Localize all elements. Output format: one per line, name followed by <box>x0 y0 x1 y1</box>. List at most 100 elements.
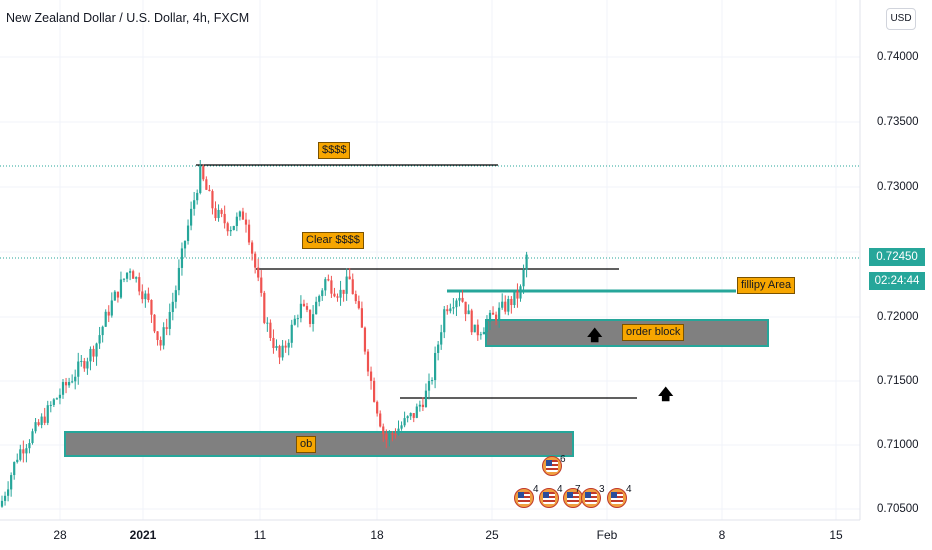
candle-up <box>275 346 278 348</box>
candle-down <box>278 346 281 358</box>
y-tick: 0.73000 <box>877 181 919 193</box>
candle-down <box>516 291 519 299</box>
candle-down <box>305 306 309 310</box>
candle-down <box>153 314 156 332</box>
candle-down <box>43 416 46 423</box>
candle-up <box>388 433 391 440</box>
candle-down <box>363 327 367 352</box>
event-count: 4 <box>626 484 632 495</box>
candle-up <box>110 300 113 316</box>
candle-up <box>467 310 470 315</box>
arrow-up-icon[interactable]: 🡅 <box>587 327 603 344</box>
candle-up <box>10 475 13 490</box>
candle-down <box>394 433 397 435</box>
candle-up <box>135 277 138 279</box>
candle-down <box>342 289 345 294</box>
candle-up <box>488 312 492 322</box>
candle-down <box>391 433 394 435</box>
us-flag-event-icon[interactable] <box>581 488 601 508</box>
candle-up <box>98 335 101 344</box>
candle-down <box>37 422 40 425</box>
candle-down <box>251 242 254 254</box>
candle-down <box>165 327 168 329</box>
candle-down <box>260 277 263 293</box>
candle-down <box>150 299 153 315</box>
candle-up <box>501 301 504 308</box>
ob-zone[interactable] <box>64 431 574 457</box>
candle-down <box>272 337 275 348</box>
dollars-note[interactable]: $$$$ <box>318 142 351 159</box>
candle-up <box>312 314 315 324</box>
candle-up <box>525 254 528 270</box>
candle-up <box>28 443 31 449</box>
candle-up <box>80 360 83 362</box>
candle-down <box>348 276 351 280</box>
candle-up <box>104 311 107 327</box>
candle-down <box>495 314 498 321</box>
candle-down <box>116 291 119 298</box>
currency-button[interactable]: USD <box>886 8 916 30</box>
candle-down <box>254 253 257 268</box>
candle-down <box>308 309 312 324</box>
candle-up <box>498 307 501 321</box>
candle-up <box>40 416 43 425</box>
candle-down <box>223 213 226 224</box>
candle-up <box>473 324 476 333</box>
candle-up <box>427 380 431 391</box>
us-flag-event-icon[interactable] <box>514 488 534 508</box>
x-tick: 28 <box>53 528 67 542</box>
candle-up <box>409 413 412 417</box>
candle-down <box>302 303 306 307</box>
candle-up <box>397 428 400 435</box>
candle-down <box>147 293 150 300</box>
x-tick: 25 <box>485 528 499 542</box>
candle-down <box>357 301 360 309</box>
candle-up <box>293 318 296 325</box>
x-tick: 2021 <box>129 528 157 542</box>
candle-down <box>247 224 251 243</box>
candle-up <box>437 344 440 353</box>
fillipy-note[interactable]: fillipy Area <box>737 277 796 294</box>
candle-down <box>464 301 467 315</box>
candle-up <box>235 216 238 226</box>
candle-up <box>479 334 482 336</box>
candle-up <box>19 449 22 460</box>
x-tick: 18 <box>370 528 384 542</box>
us-flag-event-icon[interactable] <box>539 488 559 508</box>
candle-down <box>369 371 373 381</box>
candle-up <box>46 405 49 423</box>
candle-up <box>440 332 443 345</box>
candle-up <box>144 293 147 300</box>
candle-down <box>269 322 272 338</box>
candle-up <box>266 322 269 324</box>
candle-up <box>217 209 220 219</box>
candle-up <box>430 380 434 382</box>
candle-up <box>281 345 284 358</box>
event-count: 7 <box>575 484 581 495</box>
candle-up <box>443 309 446 333</box>
us-flag-event-icon[interactable] <box>607 488 627 508</box>
candle-down <box>333 293 336 297</box>
candle-up <box>186 225 190 241</box>
y-tick: 0.71000 <box>877 439 919 451</box>
candle-down <box>504 301 507 312</box>
order-block-note[interactable]: order block <box>622 324 685 341</box>
us-flag-event-icon[interactable] <box>542 456 562 476</box>
candle-up <box>406 416 409 419</box>
y-tick: 0.70500 <box>877 503 919 515</box>
candle-up <box>25 448 28 454</box>
candle-down <box>491 312 495 315</box>
candle-up <box>52 399 55 405</box>
clear-note[interactable]: Clear $$$$ <box>302 232 364 249</box>
candle-down <box>22 449 25 454</box>
ob-note[interactable]: ob <box>296 436 317 453</box>
candle-up <box>77 361 80 377</box>
candle-up <box>68 381 71 386</box>
candle-up <box>507 298 510 312</box>
candle-down <box>64 382 68 386</box>
candle-up <box>113 291 116 301</box>
arrow-up-icon[interactable]: 🡅 <box>658 386 674 403</box>
candle-down <box>92 348 95 357</box>
candle-down <box>373 380 376 402</box>
